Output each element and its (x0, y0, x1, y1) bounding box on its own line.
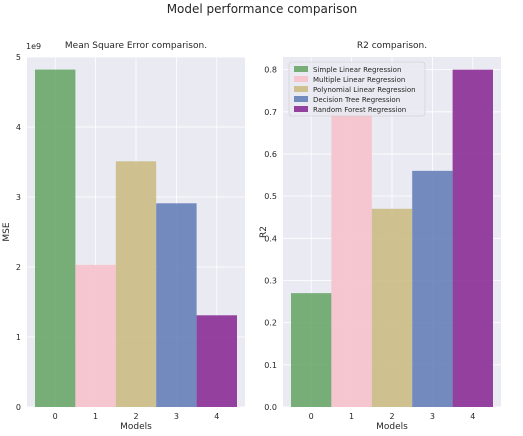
mse-y-tick-labels: 0 1 2 3 4 5 (16, 53, 21, 412)
mse-bar-1 (75, 264, 116, 407)
r2-legend-swatch (294, 106, 308, 112)
r2-y-tick-label: 0.2 (264, 319, 277, 328)
r2-x-tick-label: 1 (349, 412, 354, 421)
r2-legend-swatch (294, 86, 308, 92)
r2-bar-3 (412, 170, 453, 407)
r2-y-tick-labels: 0.0 0.1 0.2 0.3 0.4 0.5 0.6 0.7 0.8 (264, 66, 277, 412)
mse-x-tick-labels: 0 1 2 3 4 (53, 412, 220, 421)
r2-bars (291, 69, 493, 407)
mse-y-tick-label: 4 (16, 123, 21, 132)
r2-x-axis-label: Models (376, 422, 408, 432)
mse-bar-0 (35, 69, 76, 407)
r2-bar-0 (291, 293, 332, 407)
r2-legend-label: Simple Linear Regression (313, 66, 401, 74)
mse-bar-2 (115, 161, 157, 407)
r2-bar-1 (331, 111, 372, 407)
r2-y-tick-label: 0.3 (264, 276, 277, 285)
mse-bar-3 (156, 203, 197, 407)
mse-y-tick-label: 5 (16, 53, 21, 62)
r2-x-tick-label: 3 (430, 412, 435, 421)
r2-y-tick-label: 0.1 (264, 361, 277, 370)
mse-y-tick-label: 2 (16, 263, 21, 272)
mse-x-tick-label: 0 (53, 412, 58, 421)
r2-legend-label: Random Forest Regression (313, 106, 406, 114)
mse-offset-label: 1e9 (26, 42, 41, 51)
r2-legend-label: Polynomial Linear Regression (313, 86, 416, 94)
r2-x-tick-label: 0 (309, 412, 314, 421)
r2-bar-4 (452, 69, 493, 407)
r2-y-tick-label: 0.0 (264, 403, 277, 412)
r2-y-tick-label: 0.8 (264, 66, 277, 75)
r2-legend-swatch (294, 96, 308, 102)
r2-x-tick-label: 2 (389, 412, 394, 421)
mse-chart-title: Mean Square Error comparison. (65, 41, 207, 51)
r2-legend: Simple Linear Regression Multiple Linear … (288, 61, 426, 117)
mse-y-tick-label: 1 (16, 333, 21, 342)
r2-chart: 0.0 0.1 0.2 0.3 0.4 0.5 0.6 0.7 0.8 0 1 2 3 4 R2 com… (259, 41, 501, 432)
mse-chart: 0 1 2 3 4 5 0 1 2 3 4 Mean Square Error compariso… (2, 41, 245, 432)
mse-x-axis-label: Models (120, 422, 152, 432)
mse-bar-4 (196, 315, 237, 407)
mse-y-tick-label: 0 (16, 403, 21, 412)
r2-legend-label: Multiple Linear Regression (313, 76, 405, 84)
r2-legend-label: Decision Tree Regression (313, 96, 400, 104)
mse-y-tick-label: 3 (16, 193, 21, 202)
r2-chart-title: R2 comparison. (357, 41, 427, 51)
figure-suptitle: Model performance comparison (167, 2, 358, 16)
r2-legend-swatch (294, 66, 308, 72)
r2-y-axis-label: R2 (259, 226, 269, 238)
mse-bars (35, 69, 237, 407)
mse-x-tick-label: 4 (214, 412, 219, 421)
mse-x-tick-label: 1 (93, 412, 98, 421)
r2-y-tick-label: 0.7 (264, 108, 277, 117)
r2-bar-2 (371, 208, 413, 407)
r2-y-tick-label: 0.6 (264, 150, 277, 159)
r2-legend-swatch (294, 76, 308, 82)
r2-x-tick-label: 4 (470, 412, 475, 421)
r2-x-tick-labels: 0 1 2 3 4 (309, 412, 476, 421)
mse-y-axis-label: MSE (2, 222, 12, 241)
mse-x-tick-label: 2 (133, 412, 138, 421)
mse-x-tick-label: 3 (174, 412, 179, 421)
r2-legend-box (288, 61, 426, 117)
r2-y-tick-label: 0.5 (264, 192, 277, 201)
r2-y-tick-label: 0.4 (264, 234, 277, 243)
